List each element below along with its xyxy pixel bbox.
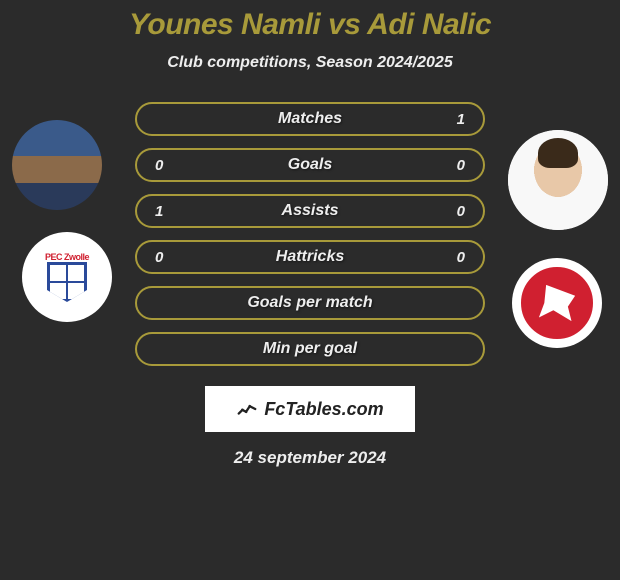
stat-right-value: 0 — [457, 157, 465, 174]
chart-icon — [236, 398, 258, 420]
stat-row: Goals per match — [135, 286, 485, 320]
date: 24 september 2024 — [234, 448, 386, 468]
stat-label: Goals — [288, 156, 332, 174]
stat-label: Matches — [278, 110, 342, 128]
watermark: FcTables.com — [205, 386, 415, 432]
stat-row: Min per goal — [135, 332, 485, 366]
page-title: Younes Namli vs Adi Nalic — [129, 8, 491, 42]
stat-row: 0 Hattricks 0 — [135, 240, 485, 274]
watermark-text: FcTables.com — [264, 399, 383, 420]
stat-right-value: 0 — [457, 203, 465, 220]
stat-left-value: 0 — [155, 249, 163, 266]
stat-right-value: 1 — [457, 111, 465, 128]
stat-label: Min per goal — [263, 340, 357, 358]
comparison-card: Younes Namli vs Adi Nalic Club competiti… — [0, 0, 620, 580]
stat-row: Matches 1 — [135, 102, 485, 136]
stat-right-value: 0 — [457, 249, 465, 266]
stat-left-value: 1 — [155, 203, 163, 220]
stat-label: Assists — [282, 202, 339, 220]
stat-row: 1 Assists 0 — [135, 194, 485, 228]
stat-left-value: 0 — [155, 157, 163, 174]
stat-label: Hattricks — [276, 248, 344, 266]
stats-list: Matches 1 0 Goals 0 1 Assists 0 0 Hattri… — [0, 102, 620, 378]
stat-label: Goals per match — [247, 294, 372, 312]
stat-row: 0 Goals 0 — [135, 148, 485, 182]
subtitle: Club competitions, Season 2024/2025 — [167, 54, 452, 72]
